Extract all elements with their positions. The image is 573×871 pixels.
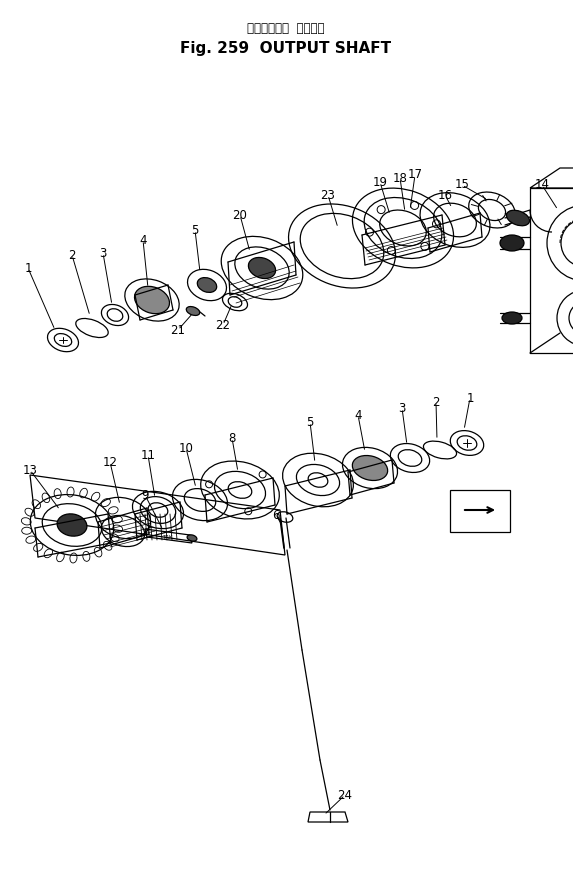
Text: 3: 3 <box>99 246 107 260</box>
Ellipse shape <box>187 535 197 541</box>
Text: 17: 17 <box>407 168 422 181</box>
Text: 1: 1 <box>466 391 474 404</box>
Text: 9: 9 <box>142 489 149 502</box>
Bar <box>450 490 510 532</box>
Ellipse shape <box>352 456 388 481</box>
Text: 19: 19 <box>372 175 387 188</box>
Text: 5: 5 <box>307 415 313 429</box>
Text: 3: 3 <box>398 402 406 415</box>
Text: 23: 23 <box>320 188 335 201</box>
Ellipse shape <box>197 278 217 293</box>
Text: 20: 20 <box>233 208 248 221</box>
Text: 10: 10 <box>179 442 194 455</box>
Ellipse shape <box>57 514 87 537</box>
Ellipse shape <box>502 312 522 324</box>
Text: 2: 2 <box>68 248 76 261</box>
Text: 4: 4 <box>139 233 147 246</box>
Text: Fig. 259  OUTPUT SHAFT: Fig. 259 OUTPUT SHAFT <box>180 40 391 56</box>
Text: 4: 4 <box>354 408 362 422</box>
Text: 18: 18 <box>393 172 407 185</box>
Text: 16: 16 <box>438 188 453 201</box>
Text: 14: 14 <box>535 179 550 192</box>
Ellipse shape <box>507 210 529 226</box>
Text: 12: 12 <box>103 456 117 469</box>
Ellipse shape <box>500 235 524 251</box>
Text: 22: 22 <box>215 319 230 332</box>
Text: 13: 13 <box>22 463 37 476</box>
Text: 15: 15 <box>454 179 469 192</box>
Text: 21: 21 <box>171 323 186 336</box>
Ellipse shape <box>186 307 200 315</box>
Text: 11: 11 <box>140 449 155 462</box>
Text: 24: 24 <box>337 788 352 801</box>
Text: 8: 8 <box>228 431 236 444</box>
Ellipse shape <box>135 287 170 314</box>
Ellipse shape <box>249 258 276 279</box>
Text: アウトプット  シャフト: アウトプット シャフト <box>248 22 325 35</box>
Text: TRK: TRK <box>162 535 172 539</box>
Text: 1: 1 <box>24 261 32 274</box>
Text: 5: 5 <box>191 224 199 237</box>
Text: 6: 6 <box>272 509 280 522</box>
Text: 2: 2 <box>432 395 439 408</box>
